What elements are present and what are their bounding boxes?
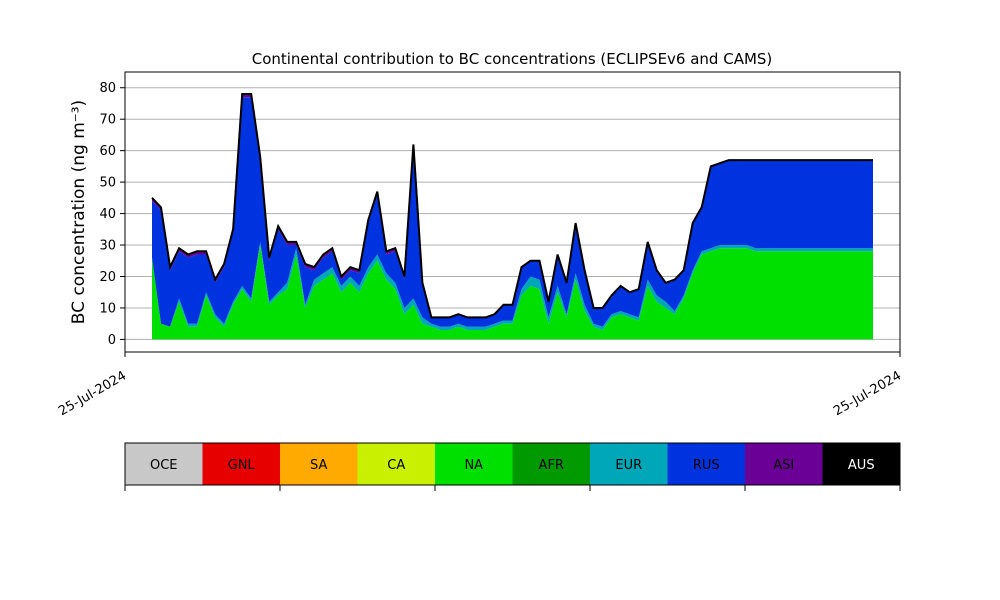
y-axis-ticks: 0 10 20 30 40 50 60 70 80 <box>99 81 125 348</box>
legend-label: SA <box>310 458 327 473</box>
legend-swatch-eur <box>590 443 668 485</box>
legend-swatch-oce <box>125 443 203 485</box>
area-eur <box>152 241 873 330</box>
y-tick-label: 60 <box>99 144 116 159</box>
plot-frame <box>124 71 901 353</box>
legend-swatch-ca <box>357 443 436 485</box>
legend-label: ASI <box>773 458 794 473</box>
legend-swatch-rus <box>667 443 746 485</box>
y-tick-label: 0 <box>108 333 116 348</box>
total-line <box>151 93 873 319</box>
y-tick-label: 30 <box>99 239 116 254</box>
legend-swatch-asi <box>745 443 823 485</box>
y-tick-label: 40 <box>99 207 116 222</box>
x-axis-ticks: 25-Jul-2024 25-Jul-2024 <box>56 352 904 419</box>
y-tick-label: 70 <box>99 113 116 128</box>
stacked-areas <box>152 94 873 340</box>
y-tick-label: 20 <box>99 270 116 285</box>
legend-label: GNL <box>228 458 256 473</box>
area-na <box>152 245 873 340</box>
legend-colorbar: OCE GNL SA CA NA AFR EUR RUS ASI AUS <box>124 442 901 491</box>
legend-swatch-na <box>435 443 513 485</box>
legend-swatch-aus <box>822 443 901 485</box>
x-tick-label: 25-Jul-2024 <box>56 368 129 419</box>
legend-frame <box>124 442 901 486</box>
area-rus <box>152 97 873 327</box>
legend-label: CA <box>387 458 405 473</box>
legend-label: NA <box>464 458 483 473</box>
legend-label: EUR <box>615 458 642 473</box>
legend-swatch-sa <box>280 443 358 485</box>
y-tick-label: 50 <box>99 176 116 191</box>
legend-label: RUS <box>693 458 720 473</box>
legend-label: AFR <box>539 458 564 473</box>
legend-label: OCE <box>150 458 178 473</box>
y-axis-label: BC concentration (ng m⁻³) <box>69 100 89 324</box>
y-tick-label: 80 <box>99 81 116 96</box>
x-tick-label: 25-Jul-2024 <box>831 368 904 419</box>
chart-title: Continental contribution to BC concentra… <box>252 50 773 68</box>
legend-label: AUS <box>848 458 875 473</box>
legend-swatch-afr <box>512 443 591 485</box>
y-tick-label: 10 <box>99 301 116 316</box>
legend-swatch-gnl <box>202 443 281 485</box>
